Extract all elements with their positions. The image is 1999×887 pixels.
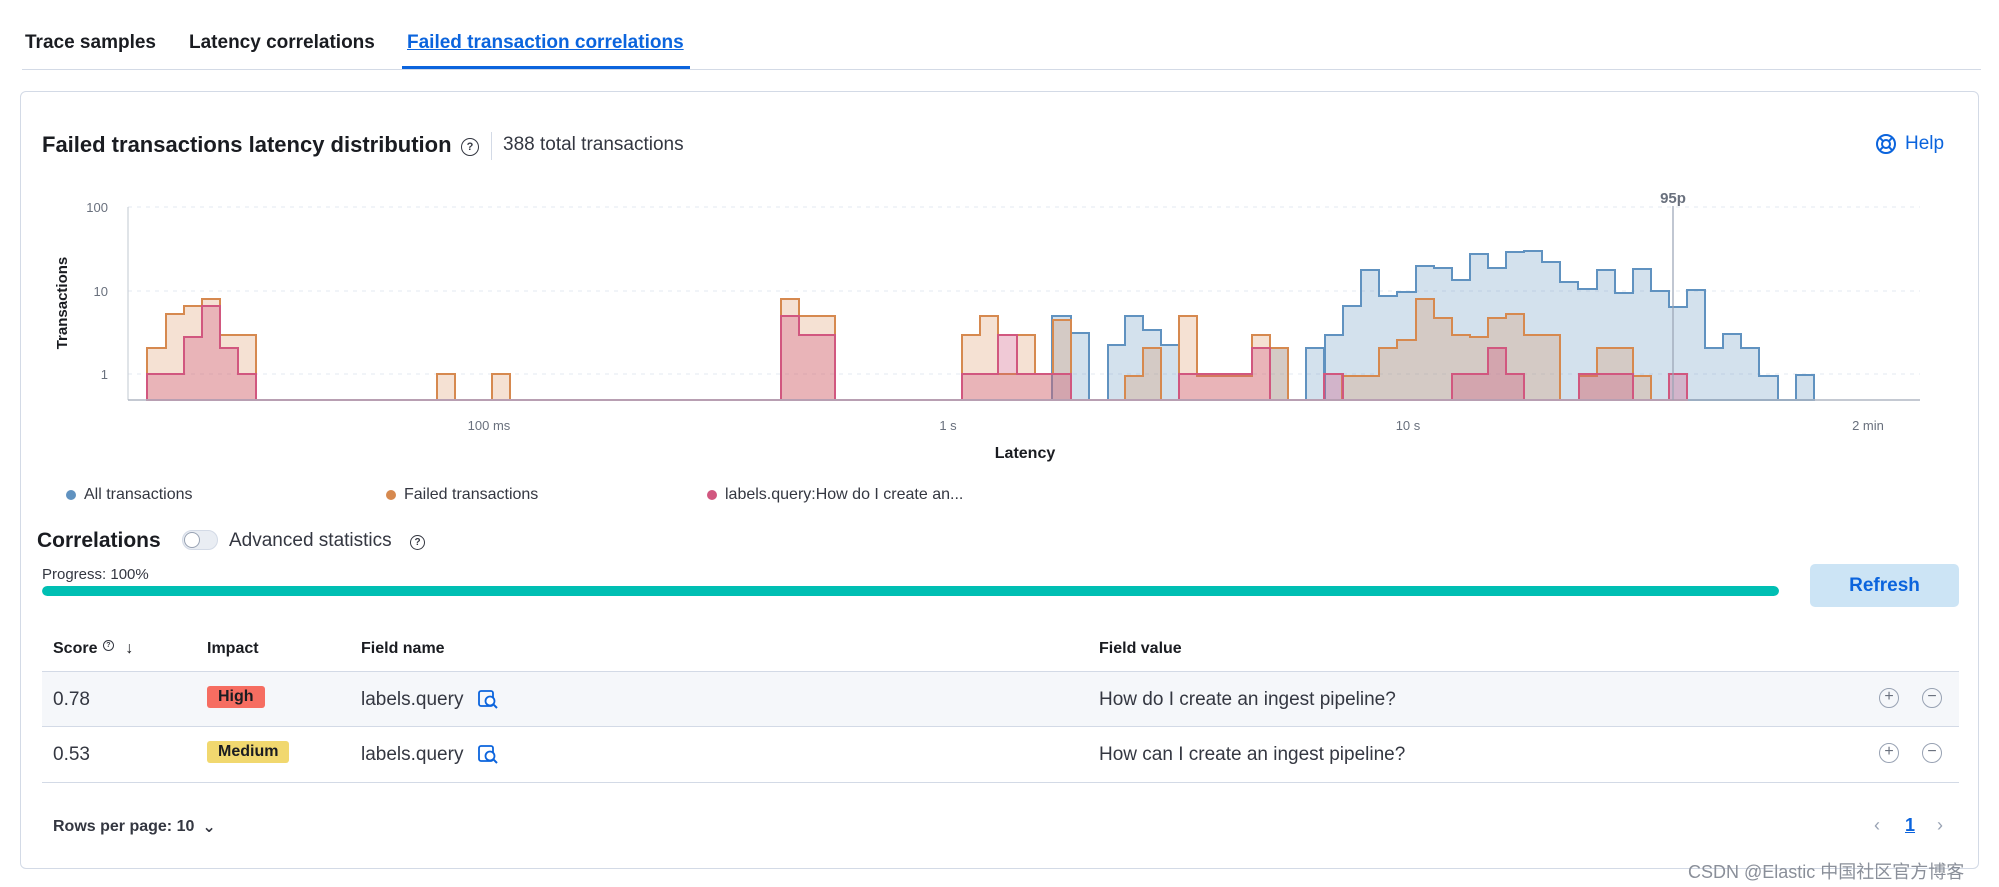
filter-out-minus-icon[interactable]: − [1922,743,1942,763]
progress-fill [42,586,1779,596]
header-divider [491,132,492,160]
legend-label: labels.query:How do I create an... [725,486,964,503]
tab-divider [22,69,1981,70]
filter-in-plus-icon[interactable]: + [1879,688,1899,708]
column-header-field-name[interactable]: Field name [361,640,445,657]
tab-trace-samples[interactable]: Trace samples [25,32,156,53]
table-row[interactable]: 0.53 Medium labels.query How can I creat… [42,727,1959,781]
column-header-impact[interactable]: Impact [207,640,259,657]
tab-latency-correlations[interactable]: Latency correlations [189,32,375,53]
legend-dot-orange [386,490,396,500]
tab-failed-transaction-correlations[interactable]: Failed transaction correlations [407,32,684,53]
rows-per-page-selector[interactable]: Rows per page: 10 ⌄ [53,817,216,837]
row-divider [42,726,1959,727]
table-header-divider [42,671,1959,672]
score-info-icon[interactable]: ? [102,640,114,651]
column-header-score[interactable]: Score ? ↓ [53,640,133,658]
active-tab-indicator [402,66,690,69]
progress-bar [42,586,1779,596]
rows-per-page-label: Rows per page: 10 [53,818,195,835]
field-value: How do I create an ingest pipeline? [1099,689,1396,710]
column-header-field-value[interactable]: Field value [1099,640,1182,657]
watermark: CSDN @Elastic 中国社区官方博客 [1688,862,1965,882]
advanced-statistics-label: Advanced statistics [229,530,392,551]
score-value: 0.53 [53,744,90,765]
filter-field-icon[interactable] [477,743,499,765]
sort-arrow-down-icon[interactable]: ↓ [125,640,134,657]
legend-labels-query[interactable]: labels.query:How do I create an... [707,486,963,504]
legend-label: Failed transactions [404,486,539,503]
pagination-page-1[interactable]: 1 [1905,815,1916,835]
pagination-prev-icon[interactable]: ‹ [1874,815,1880,835]
total-transactions: 388 total transactions [503,134,684,155]
info-question-icon[interactable]: ? [461,138,479,156]
refresh-button[interactable]: Refresh [1810,564,1959,607]
legend-all-transactions[interactable]: All transactions [66,486,193,504]
tab-bar: Trace samples Latency correlations Faile… [0,0,1999,72]
field-value: How can I create an ingest pipeline? [1099,744,1406,765]
legend-dot-blue [66,490,76,500]
lifebuoy-icon [1876,134,1896,154]
table-row[interactable]: 0.78 High labels.query How do I create a… [42,672,1959,726]
legend-label: All transactions [84,486,193,503]
progress-label: Progress: 100% [42,566,149,583]
score-value: 0.78 [53,689,90,710]
correlations-title: Correlations [37,529,161,552]
panel-title: Failed transactions latency distribution [42,132,452,157]
field-name: labels.query [361,689,464,710]
field-name: labels.query [361,744,464,765]
chevron-down-icon: ⌄ [202,819,216,836]
filter-in-plus-icon[interactable]: + [1879,743,1899,763]
help-label: Help [1905,133,1945,154]
filter-out-minus-icon[interactable]: − [1922,688,1942,708]
advanced-statistics-toggle[interactable] [182,530,218,550]
impact-badge-high: High [207,686,265,708]
score-header-label: Score [53,640,98,657]
help-link[interactable]: Help [1875,133,1944,155]
legend-failed-transactions[interactable]: Failed transactions [386,486,538,504]
filter-field-icon[interactable] [477,688,499,710]
advanced-info-icon[interactable]: ? [410,535,425,550]
toggle-knob [184,532,200,548]
row-divider [42,782,1959,783]
impact-badge-medium: Medium [207,741,290,763]
legend-dot-pink [707,490,717,500]
pagination-next-icon[interactable]: › [1937,815,1943,835]
